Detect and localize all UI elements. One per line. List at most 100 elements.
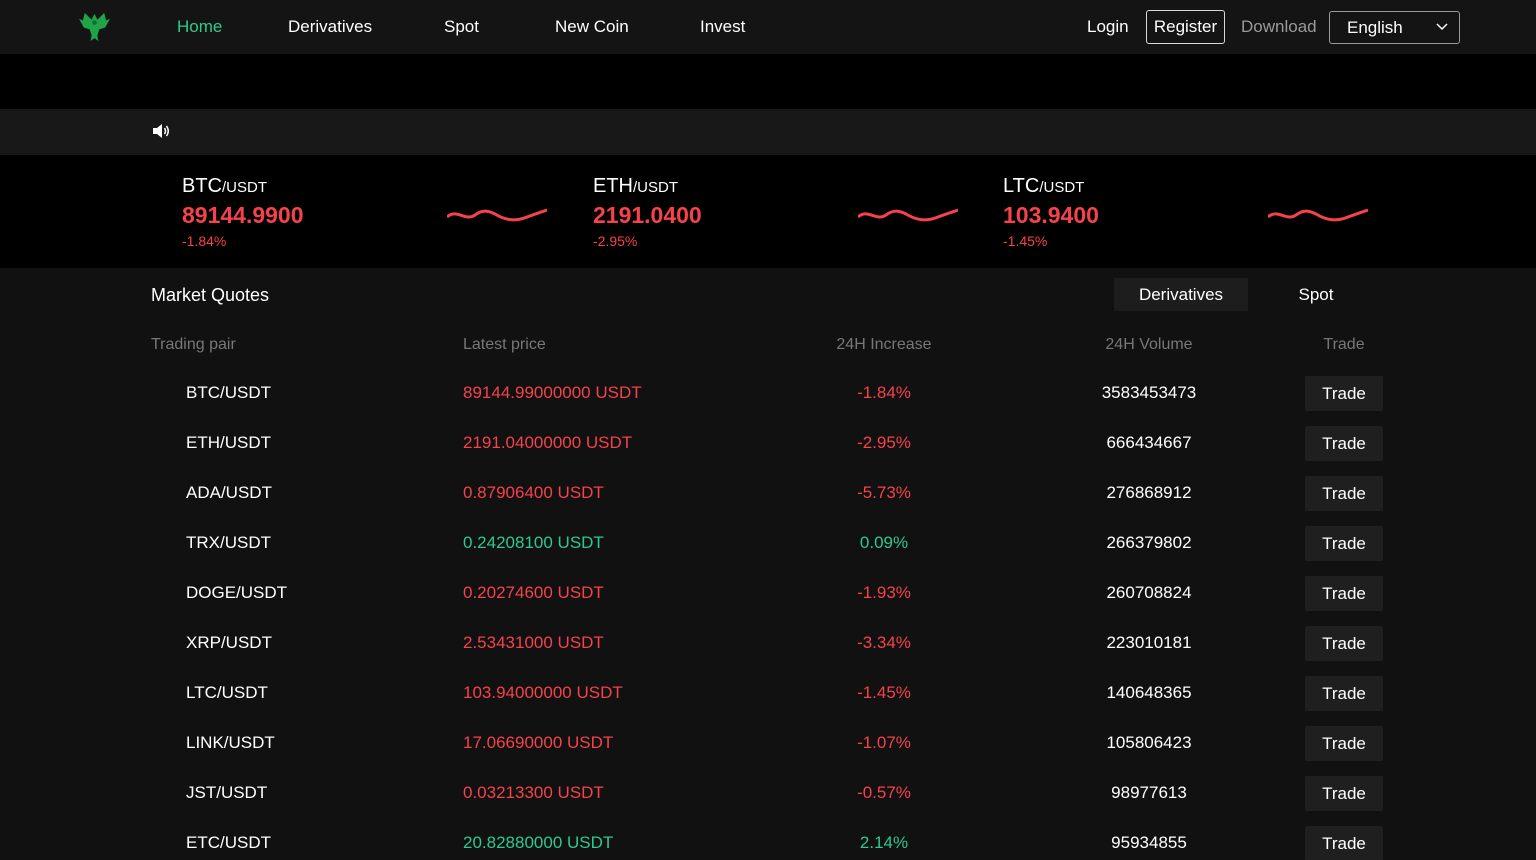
tab-derivatives[interactable]: Derivatives [1114, 278, 1248, 311]
volume-cell: 223010181 [1106, 633, 1192, 652]
pair-cell: ADA/USDT [186, 483, 272, 502]
ticker-strip: BTC/USDT 89144.9900 -1.84% ETH/USDT 2191… [0, 155, 1536, 268]
login-link[interactable]: Login [1087, 17, 1129, 36]
table-row: TRX/USDT 0.24208100 USDT 0.09% 266379802 Tra… [0, 526, 1536, 576]
price-cell: 2191.04000000 USDT [463, 433, 633, 452]
nav-new-coin[interactable]: New Coin [555, 17, 629, 36]
price-cell: 20.82880000 USDT [463, 833, 614, 852]
trade-button[interactable]: Trade [1305, 726, 1383, 761]
nav-spot[interactable]: Spot [444, 17, 479, 36]
volume-cell: 98977613 [1111, 783, 1187, 802]
ticker-change: -2.95% [593, 233, 638, 249]
ticker-change: -1.45% [1003, 233, 1048, 249]
trade-button[interactable]: Trade [1305, 376, 1383, 411]
language-value: English [1347, 18, 1403, 37]
volume-cell: 95934855 [1111, 833, 1187, 852]
table-row: XRP/USDT 2.53431000 USDT -3.34% 223010181 Tr… [0, 626, 1536, 676]
banner-area [0, 54, 1536, 109]
volume-cell: 266379802 [1106, 533, 1192, 552]
ticker-base: BTC [182, 175, 222, 197]
notice-bar [0, 109, 1536, 155]
table-row: DOGE/USDT 0.20274600 USDT -1.93% 260708824 T… [0, 576, 1536, 626]
price-cell: 2.53431000 USDT [463, 633, 604, 652]
pair-cell: JST/USDT [186, 783, 268, 802]
price-cell: 0.87906400 USDT [463, 483, 604, 502]
volume-cell: 105806423 [1106, 733, 1192, 752]
column-header-24h-increase: 24H Increase [836, 336, 932, 353]
table-row: ADA/USDT 0.87906400 USDT -5.73% 276868912 Tr… [0, 476, 1536, 526]
speaker-icon [153, 124, 169, 138]
table-row: JST/USDT 0.03213300 USDT -0.57% 98977613 Tra… [0, 776, 1536, 826]
nav-home[interactable]: Home [177, 17, 223, 36]
ticker-price: 89144.9900 [182, 202, 304, 228]
register-button[interactable]: Register [1146, 10, 1225, 44]
volume-cell: 260708824 [1106, 583, 1192, 602]
price-cell: 0.20274600 USDT [463, 583, 604, 602]
chevron-down-icon [1436, 23, 1448, 31]
pair-cell: XRP/USDT [186, 633, 272, 652]
trade-button[interactable]: Trade [1305, 426, 1383, 461]
table-row: ETH/USDT 2191.04000000 USDT -2.95% 66643466… [0, 426, 1536, 476]
ticker-pair: BTC/USDT [182, 175, 267, 198]
ticker-quote: /USDT [222, 179, 267, 196]
pair-cell: BTC/USDT [186, 383, 271, 402]
ticker-card-btc[interactable]: BTC/USDT 89144.9900 -1.84% [182, 172, 582, 252]
change-cell: -5.73% [857, 483, 911, 502]
price-cell: 103.94000000 USDT [463, 683, 623, 702]
volume-cell: 666434667 [1106, 433, 1192, 452]
ticker-price: 2191.0400 [593, 202, 702, 228]
trade-button[interactable]: Trade [1305, 626, 1383, 661]
price-cell: 0.24208100 USDT [463, 533, 604, 552]
change-cell: -3.34% [857, 633, 911, 652]
ticker-card-eth[interactable]: ETH/USDT 2191.0400 -2.95% [593, 172, 993, 252]
trade-button[interactable]: Trade [1305, 826, 1383, 860]
table-row: ETC/USDT 20.82880000 USDT 2.14% 95934855 Tra… [0, 826, 1536, 860]
ticker-quote: /USDT [633, 179, 678, 196]
pair-cell: LTC/USDT [186, 683, 268, 702]
change-cell: 2.14% [859, 833, 909, 852]
change-cell: 0.09% [859, 533, 909, 552]
price-cell: 17.06690000 USDT [463, 733, 614, 752]
column-header-trading-pair: Trading pair [151, 336, 236, 353]
table-row: LTC/USDT 103.94000000 USDT -1.45% 140648365… [0, 676, 1536, 726]
ticker-pair: LTC/USDT [1003, 175, 1084, 198]
table-row: LINK/USDT 17.06690000 USDT -1.07% 105806423… [0, 726, 1536, 776]
volume-cell: 276868912 [1106, 483, 1192, 502]
trade-button[interactable]: Trade [1305, 476, 1383, 511]
pair-cell: LINK/USDT [186, 733, 275, 752]
change-cell: -1.93% [857, 583, 911, 602]
column-header-trade: Trade [1323, 336, 1365, 353]
language-select[interactable]: English [1329, 11, 1460, 44]
tab-spot[interactable]: Spot [1298, 285, 1334, 304]
column-header-24h-volume: 24H Volume [1105, 336, 1193, 353]
top-navbar: Home Derivatives Spot New Coin Invest Lo… [0, 0, 1536, 54]
market-quotes-title: Market Quotes [151, 285, 270, 305]
trade-button[interactable]: Trade [1305, 676, 1383, 711]
price-cell: 0.03213300 USDT [463, 783, 604, 802]
ticker-pair: ETH/USDT [593, 175, 678, 198]
trade-button[interactable]: Trade [1305, 776, 1383, 811]
sparkline-icon [1268, 208, 1368, 222]
change-cell: -2.95% [857, 433, 911, 452]
pair-cell: TRX/USDT [186, 533, 271, 552]
ticker-base: ETH [593, 175, 633, 197]
pair-cell: ETC/USDT [186, 833, 271, 852]
change-cell: -1.45% [857, 683, 911, 702]
change-cell: -1.84% [857, 383, 911, 402]
pair-cell: DOGE/USDT [186, 583, 288, 602]
ticker-change: -1.84% [182, 233, 227, 249]
nav-invest[interactable]: Invest [700, 17, 746, 36]
price-cell: 89144.99000000 USDT [463, 383, 642, 402]
download-link[interactable]: Download [1241, 17, 1317, 36]
sparkline-icon [447, 208, 547, 222]
nav-derivatives[interactable]: Derivatives [288, 17, 373, 36]
change-cell: -0.57% [857, 783, 911, 802]
phoenix-logo-icon[interactable] [78, 10, 111, 43]
trade-button[interactable]: Trade [1305, 526, 1383, 561]
trade-button[interactable]: Trade [1305, 576, 1383, 611]
ticker-card-ltc[interactable]: LTC/USDT 103.9400 -1.45% [1003, 172, 1403, 252]
volume-cell: 140648365 [1106, 683, 1192, 702]
sparkline-icon [858, 208, 958, 222]
ticker-price: 103.9400 [1003, 202, 1099, 228]
volume-cell: 3583453473 [1101, 383, 1197, 402]
